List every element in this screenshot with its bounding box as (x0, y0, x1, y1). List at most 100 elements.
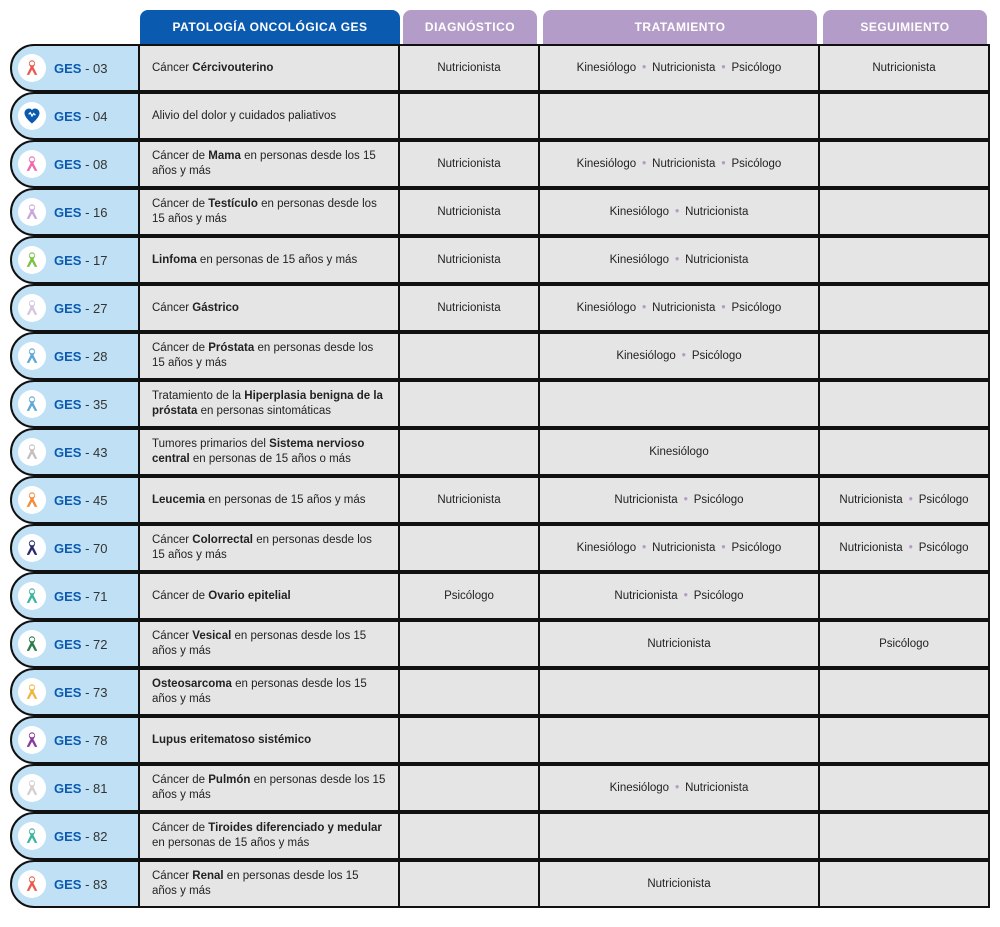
professional: Psicólogo (731, 302, 781, 314)
professional: Nutricionista (437, 494, 500, 506)
ges-code: GES - 78 (54, 733, 108, 748)
professional: Nutricionista (437, 158, 500, 170)
separator-dot: • (671, 254, 683, 266)
professional: Nutricionista (437, 254, 500, 266)
pathology-cell: Cáncer de Testículo en personas desde lo… (140, 188, 400, 236)
tratamiento-cell: Kinesiólogo•Psicólogo (540, 332, 820, 380)
ges-code: GES - 71 (54, 589, 108, 604)
seguimiento-cell (820, 716, 990, 764)
pathology-cell: Cáncer de Próstata en personas desde los… (140, 332, 400, 380)
diagnostico-cell: Nutricionista (400, 140, 540, 188)
professional: Nutricionista (437, 206, 500, 218)
ribbon-icon (18, 486, 46, 514)
tratamiento-cell: Nutricionista (540, 860, 820, 908)
tratamiento-cell: Nutricionista•Psicólogo (540, 476, 820, 524)
pathology-cell: Cáncer de Ovario epitelial (140, 572, 400, 620)
separator-dot: • (671, 206, 683, 218)
pathology-cell: Cáncer Cércivouterino (140, 44, 400, 92)
professional: Psicólogo (919, 542, 969, 554)
ges-code: GES - 08 (54, 157, 108, 172)
ribbon-icon (18, 438, 46, 466)
tratamiento-cell (540, 92, 820, 140)
pathology-cell: Osteosarcoma en personas desde los 15 añ… (140, 668, 400, 716)
professional: Psicólogo (731, 62, 781, 74)
tratamiento-cell: Kinesiólogo•Nutricionista•Psicólogo (540, 284, 820, 332)
seguimiento-cell (820, 428, 990, 476)
professional: Nutricionista (614, 590, 677, 602)
ribbon-icon (18, 678, 46, 706)
ribbon-icon (18, 150, 46, 178)
tratamiento-cell: Kinesiólogo•Nutricionista•Psicólogo (540, 524, 820, 572)
professional: Psicólogo (731, 542, 781, 554)
ges-code-pill: GES - 16 (10, 188, 140, 236)
ges-code: GES - 35 (54, 397, 108, 412)
ges-code: GES - 04 (54, 109, 108, 124)
ges-code: GES - 27 (54, 301, 108, 316)
diagnostico-cell (400, 812, 540, 860)
tratamiento-cell: Nutricionista•Psicólogo (540, 572, 820, 620)
diagnostico-cell (400, 716, 540, 764)
ribbon-icon (18, 774, 46, 802)
ribbon-icon (18, 870, 46, 898)
ges-code-pill: GES - 72 (10, 620, 140, 668)
ges-code-pill: GES - 04 (10, 92, 140, 140)
pathology-cell: Leucemia en personas de 15 años y más (140, 476, 400, 524)
ribbon-icon (18, 582, 46, 610)
diagnostico-cell: Nutricionista (400, 284, 540, 332)
tratamiento-cell: Kinesiólogo•Nutricionista•Psicólogo (540, 44, 820, 92)
ges-code: GES - 83 (54, 877, 108, 892)
tratamiento-cell: Nutricionista (540, 620, 820, 668)
professional: Psicólogo (694, 590, 744, 602)
professional: Nutricionista (437, 62, 500, 74)
header-diagnostico: DIAGNÓSTICO (403, 10, 537, 44)
professional: Psicólogo (919, 494, 969, 506)
header-empty (10, 10, 140, 44)
header-tratamiento: TRATAMIENTO (543, 10, 817, 44)
professional: Kinesiólogo (649, 446, 708, 458)
ribbon-icon (18, 822, 46, 850)
ribbon-icon (18, 342, 46, 370)
ges-code: GES - 16 (54, 205, 108, 220)
ges-code-pill: GES - 03 (10, 44, 140, 92)
ges-code-pill: GES - 78 (10, 716, 140, 764)
separator-dot: • (717, 302, 729, 314)
ges-code-pill: GES - 70 (10, 524, 140, 572)
pathology-cell: Cáncer de Mama en personas desde los 15 … (140, 140, 400, 188)
ges-code-pill: GES - 82 (10, 812, 140, 860)
professional: Kinesiólogo (577, 542, 636, 554)
professional: Nutricionista (652, 62, 715, 74)
separator-dot: • (717, 542, 729, 554)
separator-dot: • (638, 542, 650, 554)
tratamiento-cell: Kinesiólogo•Nutricionista (540, 236, 820, 284)
diagnostico-cell (400, 524, 540, 572)
professional: Nutricionista (685, 782, 748, 794)
ges-code: GES - 72 (54, 637, 108, 652)
diagnostico-cell (400, 620, 540, 668)
tratamiento-cell: Kinesiólogo•Nutricionista (540, 764, 820, 812)
ribbon-icon (18, 294, 46, 322)
diagnostico-cell (400, 860, 540, 908)
ges-code: GES - 73 (54, 685, 108, 700)
professional: Nutricionista (685, 206, 748, 218)
pathology-cell: Tratamiento de la Hiperplasia benigna de… (140, 380, 400, 428)
seguimiento-cell (820, 332, 990, 380)
pathology-cell: Cáncer Colorrectal en personas desde los… (140, 524, 400, 572)
separator-dot: • (638, 158, 650, 170)
ges-code-pill: GES - 71 (10, 572, 140, 620)
ribbon-icon (18, 390, 46, 418)
tratamiento-cell: Kinesiólogo•Nutricionista (540, 188, 820, 236)
ges-code: GES - 82 (54, 829, 108, 844)
professional: Psicólogo (879, 638, 929, 650)
ges-code-pill: GES - 45 (10, 476, 140, 524)
ges-code: GES - 45 (54, 493, 108, 508)
pathology-cell: Cáncer Renal en personas desde los 15 añ… (140, 860, 400, 908)
ges-code: GES - 28 (54, 349, 108, 364)
diagnostico-cell (400, 668, 540, 716)
header-pathology: PATOLOGÍA ONCOLÓGICA GES (140, 10, 400, 44)
professional: Nutricionista (437, 302, 500, 314)
separator-dot: • (671, 782, 683, 794)
professional: Psicólogo (444, 590, 494, 602)
professional: Kinesiólogo (610, 782, 669, 794)
seguimiento-cell (820, 92, 990, 140)
pathology-cell: Cáncer de Tiroides diferenciado y medula… (140, 812, 400, 860)
